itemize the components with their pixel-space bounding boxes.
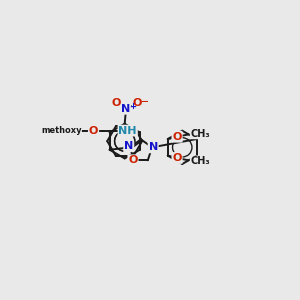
Text: NH: NH	[118, 126, 137, 136]
Text: −: −	[141, 97, 149, 106]
Text: N: N	[124, 141, 134, 151]
Text: O: O	[128, 155, 138, 165]
Text: CH₃: CH₃	[190, 156, 210, 166]
Text: N: N	[121, 104, 130, 114]
Text: +: +	[129, 102, 136, 111]
Text: methoxy: methoxy	[41, 126, 81, 135]
Text: O: O	[172, 132, 182, 142]
Text: O: O	[172, 153, 182, 163]
Text: N: N	[148, 142, 158, 152]
Text: O: O	[111, 98, 121, 109]
Text: CH₃: CH₃	[190, 129, 210, 139]
Text: O: O	[133, 98, 142, 109]
Text: O: O	[89, 126, 98, 136]
